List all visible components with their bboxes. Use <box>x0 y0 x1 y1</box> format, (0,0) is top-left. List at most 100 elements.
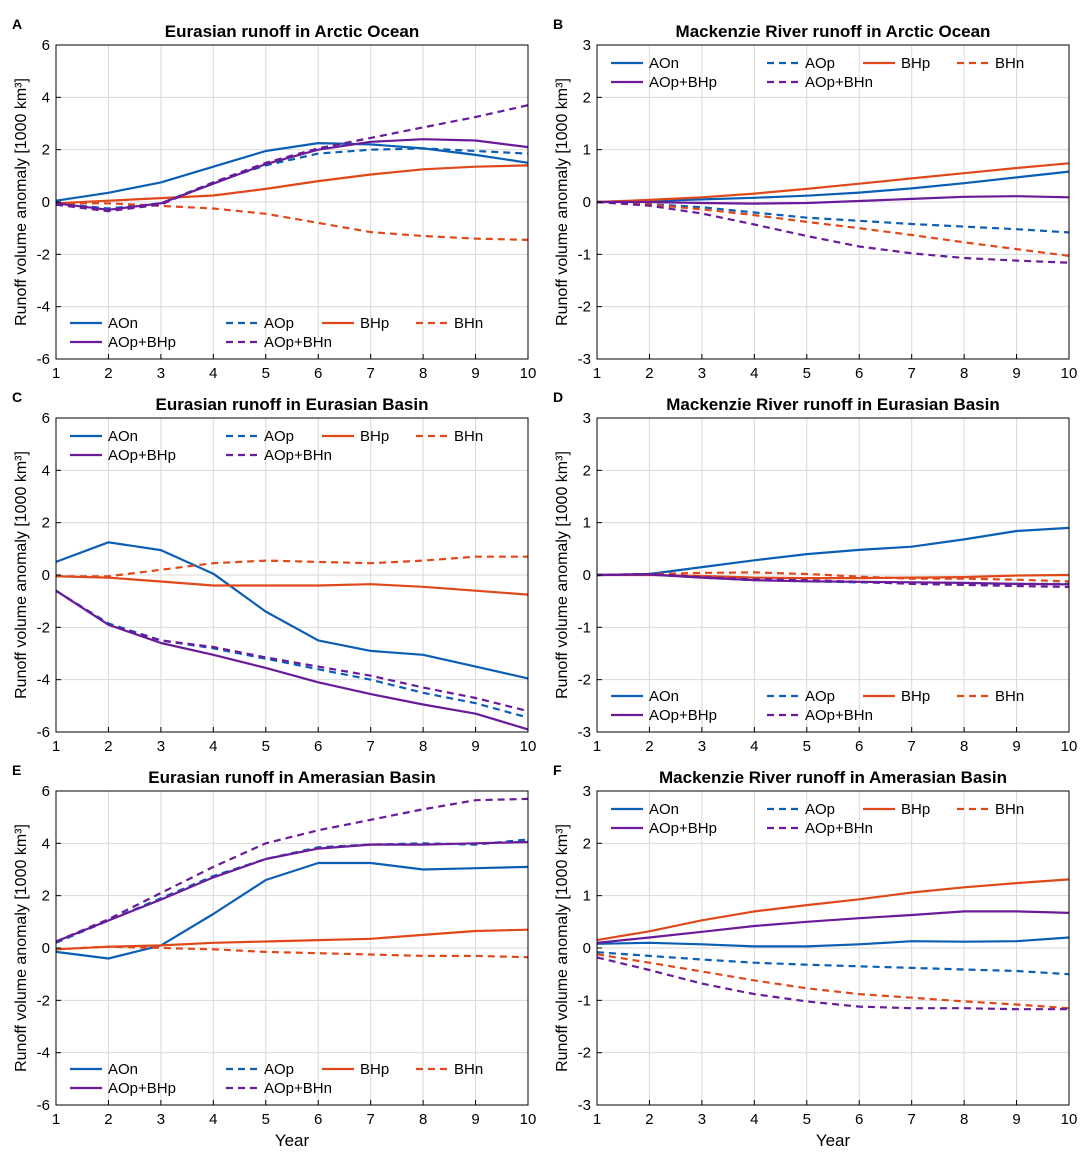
y-tick-label: -2 <box>578 672 591 689</box>
legend-label: BHn <box>995 688 1024 705</box>
x-tick-label: 2 <box>104 738 112 755</box>
y-tick-label: -1 <box>578 619 591 636</box>
y-axis-label: Runoff volume anomaly [1000 km³] <box>13 78 30 326</box>
y-tick-label: 2 <box>42 142 50 159</box>
x-tick-label: 6 <box>314 365 322 382</box>
series-line-aon <box>596 170 1070 204</box>
y-axis-label: Runoff volume anomaly [1000 km³] <box>554 78 571 326</box>
y-tick-label: 6 <box>42 410 50 427</box>
series-line-aop <box>55 589 529 719</box>
x-tick-label: 4 <box>750 738 758 755</box>
panel-letter: A <box>12 16 22 32</box>
x-tick-label: 8 <box>960 738 968 755</box>
legend-label: BHn <box>995 801 1024 818</box>
x-tick-label: 1 <box>593 1111 601 1128</box>
y-tick-label: 6 <box>42 783 50 800</box>
x-tick-label: 7 <box>366 1111 374 1128</box>
y-tick-label: -2 <box>37 619 50 636</box>
x-tick-label: 9 <box>471 738 479 755</box>
x-tick-label: 2 <box>104 1111 112 1128</box>
x-tick-label: 2 <box>645 738 653 755</box>
y-tick-label: -3 <box>578 351 591 368</box>
legend-label: AOp+BHn <box>805 707 873 724</box>
y-tick-label: 3 <box>583 783 591 800</box>
legend-label: BHn <box>454 428 483 445</box>
y-tick-label: 0 <box>42 194 50 211</box>
x-tick-label: 6 <box>855 1111 863 1128</box>
series-line-aop-bhn <box>55 797 529 943</box>
legend-label: AOp <box>805 55 835 72</box>
panel-d: 1 2 3 4 5 6 7 8 9 10 -3 -2 -1 0 1 2 3 Mackenzie River run… <box>553 389 1077 755</box>
x-tick-label: 5 <box>803 365 811 382</box>
y-tick-label: -2 <box>578 1045 591 1062</box>
series-line-bhp <box>596 162 1070 204</box>
series-line-aop-bhp <box>55 138 529 211</box>
y-tick-label: 4 <box>42 89 50 106</box>
x-tick-label: 1 <box>52 1111 60 1128</box>
panel-letter: C <box>12 389 22 405</box>
y-tick-label: 2 <box>42 515 50 532</box>
series-line-aop <box>55 147 529 210</box>
legend: AOn AOp BHp BHn AOp+BHp AOp+BHn <box>70 315 483 351</box>
x-tick-label: 8 <box>419 738 427 755</box>
x-tick-label: 4 <box>209 365 217 382</box>
x-tick-label: 10 <box>1061 365 1078 382</box>
series-line-bhn <box>596 200 1070 257</box>
x-tick-label: 1 <box>593 738 601 755</box>
y-tick-label: 0 <box>583 567 591 584</box>
x-tick-label: 3 <box>698 365 706 382</box>
series-line-aop <box>596 200 1070 234</box>
legend-label: BHp <box>901 688 930 705</box>
legend: AOn AOp BHp BHn AOp+BHp AOp+BHn <box>611 55 1024 91</box>
x-tick-label: 9 <box>1012 365 1020 382</box>
x-tick-label: 2 <box>645 1111 653 1128</box>
legend-label: AOn <box>649 688 679 705</box>
x-tick-label: 6 <box>855 738 863 755</box>
x-tick-label: 6 <box>314 738 322 755</box>
x-axis-label: Year <box>816 1131 851 1150</box>
x-tick-label: 7 <box>907 365 915 382</box>
panel-b: 1 2 3 4 5 6 7 8 9 10 -3 -2 -1 0 1 2 3 Mackenzie River run… <box>553 16 1077 382</box>
y-tick-label: 2 <box>583 462 591 479</box>
legend-label: BHn <box>454 315 483 332</box>
x-tick-label: 8 <box>419 1111 427 1128</box>
x-tick-label: 7 <box>907 738 915 755</box>
x-tick-label: 3 <box>157 1111 165 1128</box>
y-tick-label: 4 <box>42 835 50 852</box>
legend-label: AOn <box>108 428 138 445</box>
y-axis-label: Runoff volume anomaly [1000 km³] <box>554 824 571 1072</box>
series-line-aop-bhn <box>55 104 529 213</box>
series-line-aon <box>596 936 1070 948</box>
panel-a: 1 2 3 4 5 6 7 8 9 10 -6 -4 -2 0 2 4 6 Eurasian runoff in … <box>12 16 536 382</box>
y-tick-label: 3 <box>583 37 591 54</box>
legend-label: BHn <box>995 55 1024 72</box>
series-line-aop-bhn <box>596 200 1070 264</box>
y-tick-label: -1 <box>578 246 591 263</box>
x-tick-label: 5 <box>803 1111 811 1128</box>
x-tick-label: 6 <box>855 365 863 382</box>
y-tick-label: 3 <box>583 410 591 427</box>
series-line-aop-bhn <box>596 956 1069 1011</box>
x-tick-label: 4 <box>750 1111 758 1128</box>
panel-letter: E <box>12 762 21 778</box>
legend-label: AOp <box>805 801 835 818</box>
legend-label: AOn <box>649 801 679 818</box>
panel-letter: D <box>553 389 563 405</box>
legend: AOn AOp BHp BHn AOp+BHp AOp+BHn <box>611 688 1024 724</box>
series-line-bhp <box>596 878 1070 942</box>
series-line-aop-bhp <box>596 910 1070 944</box>
x-tick-label: 2 <box>104 365 112 382</box>
y-axis-label: Runoff volume anomaly [1000 km³] <box>13 451 30 699</box>
x-tick-label: 3 <box>157 738 165 755</box>
legend-label: AOp <box>805 688 835 705</box>
x-tick-label: 4 <box>750 365 758 382</box>
series-line-bhn <box>596 571 1070 583</box>
y-tick-label: -4 <box>37 1045 50 1062</box>
x-tick-label: 8 <box>960 365 968 382</box>
y-tick-label: -4 <box>37 672 50 689</box>
chart-title: Mackenzie River runoff in Eurasian Basin <box>666 395 999 414</box>
x-tick-label: 2 <box>645 365 653 382</box>
x-tick-label: 1 <box>52 738 60 755</box>
series-line-aop-bhp <box>55 840 529 943</box>
